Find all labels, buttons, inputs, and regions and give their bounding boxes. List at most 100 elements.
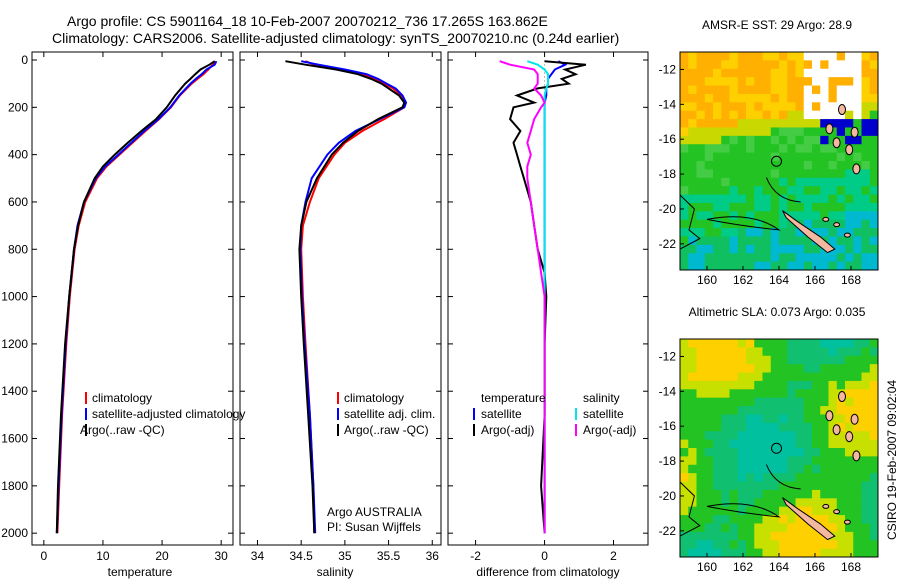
- map-cell: [803, 548, 813, 558]
- map-cell: [688, 144, 697, 154]
- map-cell: [779, 110, 788, 120]
- map-cell: [803, 60, 813, 70]
- map-cell: [803, 473, 813, 483]
- map-cell: [770, 372, 780, 382]
- x-tick-label: 162: [733, 273, 753, 287]
- map-cell: [795, 110, 805, 120]
- map-cell: [795, 439, 805, 449]
- map-cell: [737, 68, 747, 78]
- map-cell: [787, 152, 796, 162]
- vanuatu-island: [845, 431, 854, 443]
- map-cell: [737, 110, 747, 120]
- map-cell: [737, 119, 747, 128]
- map-cell: [721, 540, 730, 550]
- credit-pi: PI: Susan Wijffels: [327, 520, 421, 534]
- map-cell: [845, 414, 854, 424]
- map-cell: [762, 506, 772, 516]
- y-tick-label: 2000: [1, 526, 28, 540]
- x-tick-label: 35: [338, 549, 352, 563]
- map-cell: [812, 397, 821, 407]
- temperature-series: [55, 60, 218, 534]
- map-cell: [762, 439, 772, 449]
- map-cell: [828, 339, 838, 348]
- map-cell: [787, 177, 796, 187]
- map-cell: [770, 464, 780, 474]
- map-cell: [803, 540, 813, 550]
- map-cell: [828, 161, 838, 170]
- map-cell: [688, 414, 697, 424]
- map-cell: [853, 364, 862, 374]
- map-cell: [803, 523, 813, 533]
- map-cell: [737, 372, 747, 382]
- sst-map: 160 162 164 166 168 -12 -14 -16 -18 -20 -22: [659, 51, 879, 287]
- map-cell: [779, 531, 788, 541]
- map-cell: [737, 355, 747, 365]
- credit-org: Argo AUSTRALIA: [327, 505, 422, 519]
- map-cell: [836, 127, 846, 137]
- map-cell: [680, 380, 689, 390]
- map-cell: [746, 68, 755, 78]
- map-cell: [836, 548, 846, 558]
- map-cell: [704, 85, 714, 95]
- map-cell: [737, 60, 747, 70]
- map-cell: [696, 515, 706, 524]
- map-cell: [688, 397, 697, 407]
- map-cell: [721, 202, 730, 212]
- map-cell: [688, 261, 697, 271]
- map-cell: [853, 339, 862, 348]
- map-cell: [688, 127, 697, 137]
- map-cell: [762, 489, 772, 499]
- map-cell: [746, 85, 755, 95]
- map-cell: [737, 498, 747, 508]
- map-cell: [704, 540, 714, 550]
- map-cell: [828, 431, 838, 441]
- map-cell: [787, 515, 796, 524]
- map-cell: [803, 481, 813, 491]
- map-cell: [770, 194, 780, 204]
- map-cell: [704, 52, 714, 61]
- difference-legend: temperature salinity satellite Argo(-adj…: [473, 391, 636, 437]
- map-cell: [704, 506, 714, 516]
- map-cell: [869, 431, 879, 441]
- map-cell: [779, 481, 788, 491]
- map-cell: [836, 355, 846, 365]
- x-tick-label: 34.5: [289, 549, 313, 563]
- map-cell: [704, 481, 714, 491]
- map-cell: [713, 540, 722, 550]
- map-cell: [869, 261, 879, 271]
- map-cell: [795, 77, 805, 87]
- map-cell: [688, 102, 697, 112]
- map-cell: [770, 177, 780, 187]
- map-cell: [762, 152, 772, 162]
- map-cell: [704, 523, 714, 533]
- map-cell: [746, 177, 755, 187]
- map-cell: [729, 355, 739, 365]
- map-cell: [704, 531, 714, 541]
- map-cell: [713, 448, 722, 457]
- map-cell: [713, 219, 722, 229]
- y-tick-label: -16: [659, 419, 677, 433]
- map-cell: [845, 347, 854, 357]
- map-cell: [795, 456, 805, 466]
- x-tick-label: 160: [697, 273, 717, 287]
- map-cell: [729, 464, 739, 474]
- y-tick-label: -22: [659, 524, 677, 538]
- map-cell: [746, 414, 755, 424]
- map-cell: [812, 135, 821, 145]
- map-cell: [828, 202, 838, 212]
- map-cell: [737, 244, 747, 254]
- map-cell: [688, 372, 697, 382]
- map-cell: [820, 102, 829, 112]
- map-cell: [820, 456, 829, 466]
- map-cell: [803, 219, 813, 229]
- map-cell: [779, 244, 788, 254]
- map-cell: [696, 531, 706, 541]
- map-cell: [746, 186, 755, 196]
- map-cell: [746, 119, 755, 128]
- map-cell: [779, 523, 788, 533]
- map-cell: [803, 414, 813, 424]
- vanuatu-island: [832, 137, 841, 149]
- map-cell: [845, 110, 854, 120]
- map-cell: [869, 135, 879, 145]
- map-cell: [795, 161, 805, 170]
